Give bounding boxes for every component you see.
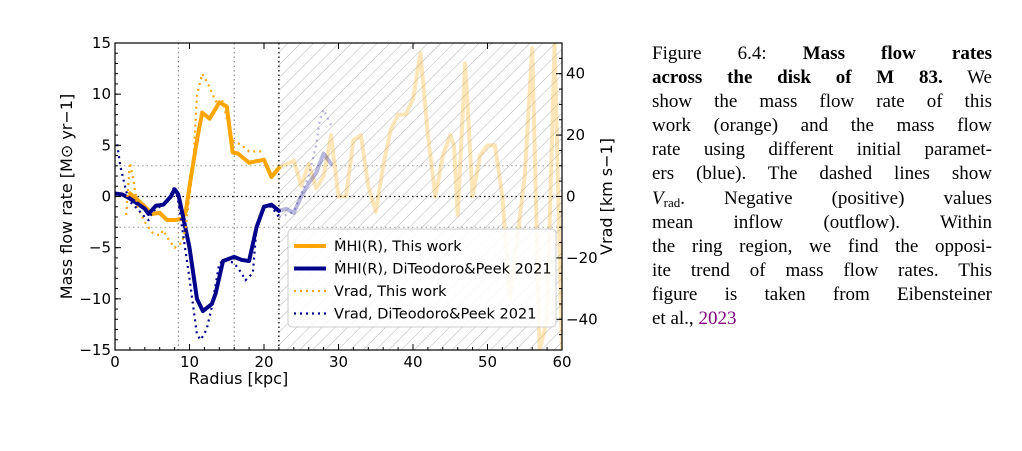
y-tick-label: 5: [101, 136, 111, 154]
y-right-tick-label: 0: [566, 188, 576, 206]
caption-line: ite trend of mass flow rates. This: [652, 259, 992, 283]
caption-line: mean inflow (outflow). Within: [652, 211, 992, 235]
y-right-tick-label: −40: [566, 310, 598, 328]
caption-line: across the disk of M 83. We: [652, 66, 992, 90]
legend: ṀHI(R), This work ṀHI(R), DiTeodoro&Peek …: [287, 228, 557, 328]
caption-line: ers (blue). The dashed lines show: [652, 162, 992, 186]
caption-line: figure is taken from Eibensteiner: [652, 283, 992, 307]
series-3-line-outer: [278, 108, 333, 219]
caption-line: et al., 2023: [652, 307, 992, 331]
y-tick-label: 0: [101, 188, 111, 206]
y-axis-right-label: Vrad [km s−1]: [597, 138, 616, 255]
caption-line: show the mass flow rate of this: [652, 90, 992, 114]
y-tick-label: −5: [89, 239, 111, 257]
vrad-subscript: rad: [663, 194, 681, 210]
x-tick-label: 30: [329, 353, 348, 371]
caption-text: ers (blue). The dashed lines show: [652, 163, 992, 185]
caption-text: . Negative (positive) values: [680, 187, 992, 209]
caption-line: rate using different initial paramet-: [652, 138, 992, 162]
x-tick-label: 10: [180, 353, 199, 371]
y-tick-label: 15: [92, 34, 111, 52]
legend-label: ṀHI(R), This work: [334, 237, 462, 255]
x-tick-label: 50: [478, 353, 497, 371]
series-1-line: [115, 187, 281, 314]
y-tick-label: −15: [79, 341, 111, 359]
x-tick-label: 40: [403, 353, 422, 371]
y-right-tick-label: 20: [566, 126, 585, 144]
vrad-symbol: V: [652, 187, 664, 209]
legend-label: ṀHI(R), DiTeodoro&Peek 2021: [334, 260, 552, 278]
legend-label: Vrad, DiTeodoro&Peek 2021: [334, 307, 536, 323]
series-0-line: [127, 100, 281, 223]
y-tick-label: −10: [79, 290, 111, 308]
caption-text: show the mass flow rate of this: [652, 91, 992, 113]
y-axis-label: Mass flow rate [M⊙ yr−1]: [57, 94, 76, 299]
y-right-tick-label: 40: [566, 65, 585, 83]
x-tick-label: 60: [552, 353, 571, 371]
caption-text: We: [942, 67, 992, 89]
caption-title: Mass flow rates: [802, 43, 992, 64]
caption-text: et al.,: [652, 308, 699, 330]
caption-line: the ring region, we find the opposi-: [652, 235, 992, 259]
caption-text: work (orange) and the mass flow: [652, 115, 992, 137]
mass-flow-chart: 0 10 20 30 40 50 60 −15 −10 −5 0 5 10 15 −40 −20 0 20 40 Ra…: [57, 34, 616, 388]
caption-text: mean inflow (outflow). Within: [652, 211, 992, 233]
caption-line: Figure 6.4: Mass flow rates: [652, 42, 992, 66]
caption-text: figure is taken from Eibensteiner: [652, 283, 992, 305]
x-axis-label: Radius [kpc]: [189, 369, 288, 388]
x-tick-label: 0: [110, 353, 120, 371]
y-tick-label: 10: [92, 85, 111, 103]
x-tick-label: 20: [254, 353, 273, 371]
caption-text: ite trend of mass flow rates. This: [652, 259, 992, 281]
figure-caption: Figure 6.4: Mass flow rates across the di…: [652, 42, 992, 331]
caption-title: across the disk of M 83.: [652, 67, 943, 89]
series-1-line-outer: [276, 151, 334, 215]
caption-line: Vrad. Negative (positive) values: [652, 187, 992, 211]
caption-text: rate using different initial paramet-: [652, 139, 992, 161]
citation-link[interactable]: 2023: [698, 308, 737, 330]
y-right-tick-label: −20: [566, 249, 598, 267]
legend-box: [287, 228, 557, 328]
caption-line: work (orange) and the mass flow: [652, 114, 992, 138]
caption-text: the ring region, we find the opposi-: [652, 235, 992, 257]
caption-text: Figure 6.4:: [652, 43, 803, 64]
legend-label: Vrad, This work: [334, 284, 447, 300]
